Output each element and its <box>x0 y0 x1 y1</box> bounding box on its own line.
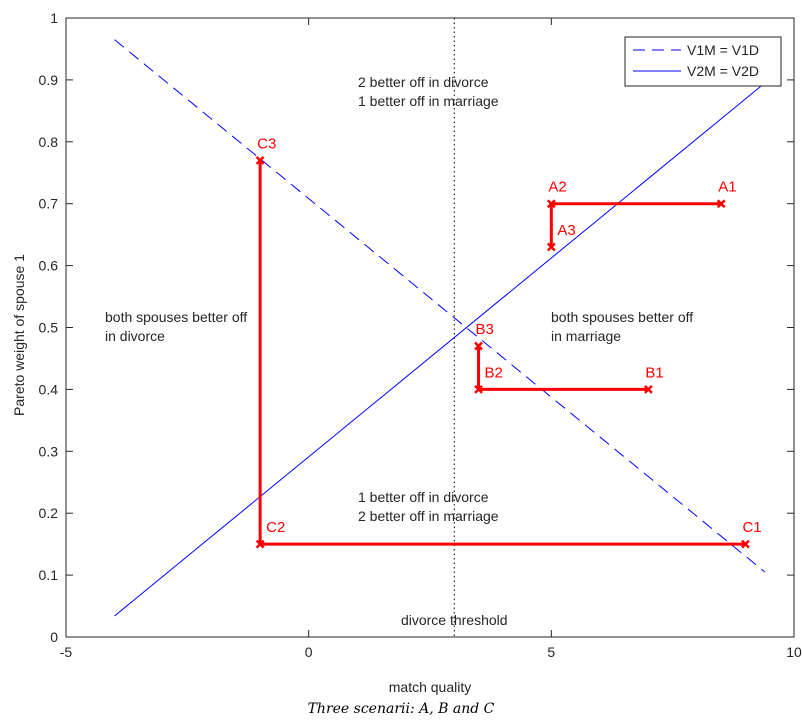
y-axis-label: Pareto weight of spouse 1 <box>11 254 27 416</box>
x-tick-label: 5 <box>547 644 555 660</box>
x-axis-label: match quality <box>389 679 471 695</box>
boundary-line <box>114 39 766 573</box>
scenario-marker <box>474 341 483 351</box>
y-tick-label: 0.7 <box>39 196 59 212</box>
y-tick-label: 0.3 <box>39 443 59 459</box>
annotation: both spouses better off <box>105 309 247 325</box>
annotation: 1 better off in marriage <box>358 93 499 109</box>
scenario-marker <box>546 199 556 209</box>
y-tick-label: 0 <box>50 629 58 645</box>
annotation: 2 better off in marriage <box>358 508 499 524</box>
scenario-marker <box>255 539 265 549</box>
annotation: in marriage <box>551 328 621 344</box>
caption: Three scenarii: A, B and C <box>308 701 495 717</box>
x-tick-label: 10 <box>786 644 802 660</box>
scenario-marker <box>255 155 265 165</box>
y-tick-label: 0.2 <box>39 505 59 521</box>
point-label: C2 <box>266 519 285 536</box>
boundary-line <box>114 82 766 617</box>
y-tick-label: 0.5 <box>39 320 59 336</box>
plot-area <box>66 18 794 637</box>
legend-label: V2M = V2D <box>687 63 759 79</box>
annotation: in divorce <box>105 328 165 344</box>
y-tick-label: 0.4 <box>39 381 59 397</box>
threshold-label: divorce threshold <box>401 612 508 628</box>
y-tick-label: 0.8 <box>39 134 59 150</box>
scenario-marker <box>741 539 750 549</box>
point-label: C3 <box>257 135 276 152</box>
point-label: B3 <box>476 321 494 338</box>
point-label: A2 <box>548 179 566 196</box>
annotation: 1 better off in divorce <box>358 489 489 505</box>
y-tick-label: 0.6 <box>39 258 59 274</box>
legend-label: V1M = V1D <box>687 42 759 58</box>
scenario-marker <box>546 242 556 252</box>
scenario-marker <box>716 199 726 209</box>
scenario-marker <box>474 385 483 394</box>
point-label: A1 <box>718 179 736 196</box>
point-label: A3 <box>557 222 575 239</box>
y-tick-label: 0.9 <box>39 72 59 88</box>
x-tick-label: 0 <box>305 644 313 660</box>
axes-box <box>65 17 795 638</box>
annotation: both spouses better off <box>551 309 693 325</box>
point-label: C1 <box>742 519 761 536</box>
y-tick-label: 1 <box>50 10 58 26</box>
x-tick-label: -5 <box>60 644 73 660</box>
legend-box <box>624 36 782 87</box>
point-label: B2 <box>485 364 503 381</box>
point-label: B1 <box>645 364 663 381</box>
annotation: 2 better off in divorce <box>358 74 489 90</box>
y-tick-label: 0.1 <box>39 567 59 583</box>
scenario-marker <box>644 385 653 394</box>
